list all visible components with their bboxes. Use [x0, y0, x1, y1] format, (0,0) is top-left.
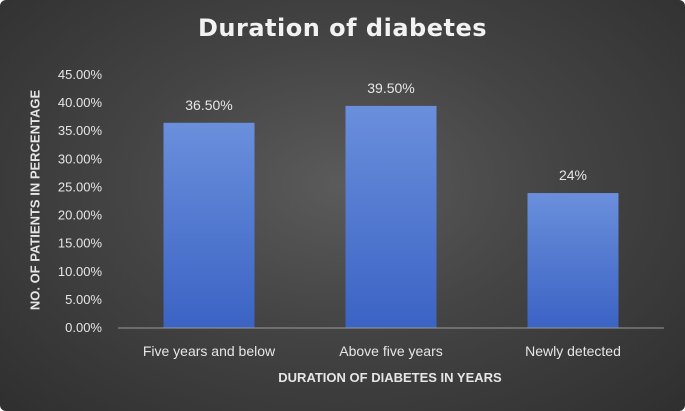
x-axis-title: DURATION OF DIABETES IN YEARS [278, 370, 502, 385]
y-tick-label: 40.00% [58, 95, 103, 110]
y-tick-label: 0.00% [65, 320, 102, 335]
bar-data-label: 24% [559, 167, 587, 183]
bar [163, 122, 255, 329]
y-tick-label: 20.00% [58, 208, 103, 223]
y-tick-label: 25.00% [58, 179, 103, 194]
y-tick-label: 5.00% [65, 292, 102, 307]
x-axis-ticks: Five years and below Above five years Newl… [143, 343, 621, 359]
x-tick-label: Five years and below [143, 343, 276, 359]
chart-title: Duration of diabetes [197, 14, 488, 42]
y-tick-label: 45.00% [58, 67, 103, 82]
bar [527, 193, 619, 328]
y-tick-label: 10.00% [58, 264, 103, 279]
bar-data-label: 36.50% [185, 97, 232, 113]
x-tick-label: Newly detected [525, 343, 621, 359]
bars-group: 36.50% 39.50% 24% [163, 80, 619, 329]
bar [345, 105, 437, 328]
y-tick-label: 30.00% [58, 151, 103, 166]
x-tick-label: Above five years [339, 343, 443, 359]
y-tick-label: 35.00% [58, 123, 103, 138]
bar-data-label: 39.50% [367, 80, 414, 96]
y-tick-label: 15.00% [58, 236, 103, 251]
y-axis-ticks: 0.00% 5.00% 10.00% 15.00% 20.00% 25.00% 30.00%… [58, 67, 103, 335]
